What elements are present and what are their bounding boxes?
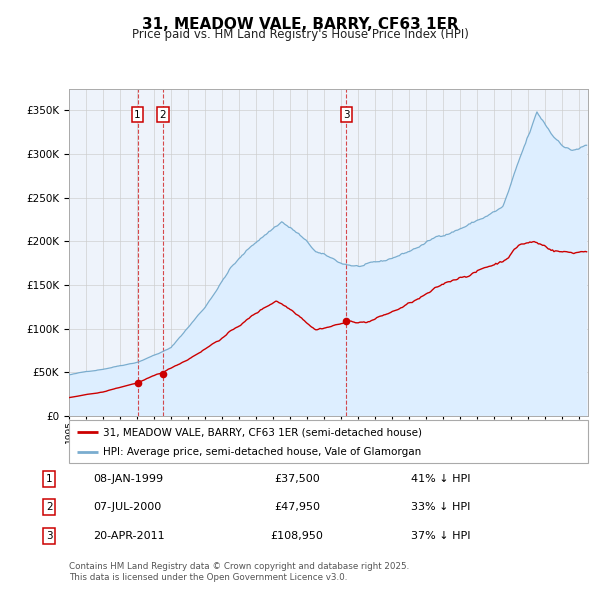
Text: HPI: Average price, semi-detached house, Vale of Glamorgan: HPI: Average price, semi-detached house,… [103, 447, 421, 457]
Text: Contains HM Land Registry data © Crown copyright and database right 2025.
This d: Contains HM Land Registry data © Crown c… [69, 562, 409, 582]
Text: 1: 1 [46, 474, 53, 484]
Text: 07-JUL-2000: 07-JUL-2000 [93, 503, 161, 512]
Text: 33% ↓ HPI: 33% ↓ HPI [411, 503, 470, 512]
Text: £108,950: £108,950 [271, 531, 323, 540]
Text: 37% ↓ HPI: 37% ↓ HPI [411, 531, 470, 540]
Text: 2: 2 [160, 110, 166, 120]
Text: 2: 2 [46, 503, 53, 512]
Text: 3: 3 [46, 531, 53, 540]
Text: 31, MEADOW VALE, BARRY, CF63 1ER: 31, MEADOW VALE, BARRY, CF63 1ER [142, 17, 458, 31]
Text: 20-APR-2011: 20-APR-2011 [93, 531, 164, 540]
Text: 3: 3 [343, 110, 350, 120]
Text: 08-JAN-1999: 08-JAN-1999 [93, 474, 163, 484]
Text: 41% ↓ HPI: 41% ↓ HPI [411, 474, 470, 484]
Text: Price paid vs. HM Land Registry's House Price Index (HPI): Price paid vs. HM Land Registry's House … [131, 28, 469, 41]
Text: £47,950: £47,950 [274, 503, 320, 512]
Text: 31, MEADOW VALE, BARRY, CF63 1ER (semi-detached house): 31, MEADOW VALE, BARRY, CF63 1ER (semi-d… [103, 427, 422, 437]
Text: 1: 1 [134, 110, 141, 120]
Text: £37,500: £37,500 [274, 474, 320, 484]
